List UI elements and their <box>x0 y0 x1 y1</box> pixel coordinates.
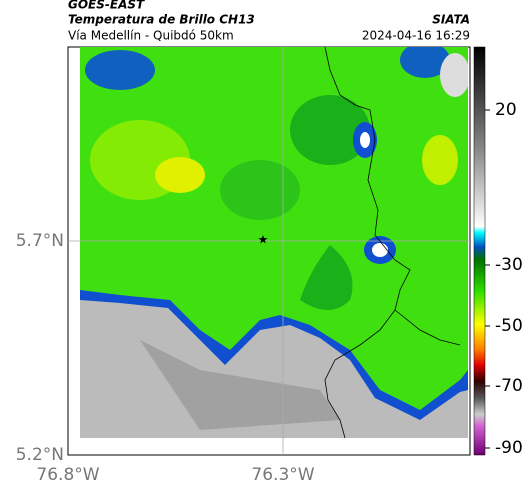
title: Temperatura de Brillo CH13 <box>68 13 255 27</box>
timestamp: 2024-04-16 16:29 <box>362 29 470 43</box>
border <box>394 309 461 346</box>
lat-label: 5.2°N <box>16 445 64 465</box>
subtitle: Vía Medellín - Quibdó 50km <box>68 29 234 43</box>
agency: SIATA <box>432 13 470 27</box>
colorbar <box>473 46 486 456</box>
lon-label: 76.3°W <box>251 465 314 485</box>
border <box>324 46 411 439</box>
satellite-image <box>80 47 468 438</box>
colorbar-label: -90 <box>495 438 523 458</box>
source: GOES-EAST <box>68 0 145 12</box>
colorbar-label: 20 <box>495 100 517 120</box>
colorbar-label: -30 <box>495 255 523 275</box>
colorbar-label: -70 <box>495 376 523 396</box>
colorbar-label: -50 <box>495 316 523 336</box>
lon-label: 76.8°W <box>36 465 99 485</box>
location-marker: ★ <box>258 233 269 247</box>
lat-label: 5.7°N <box>16 231 64 251</box>
